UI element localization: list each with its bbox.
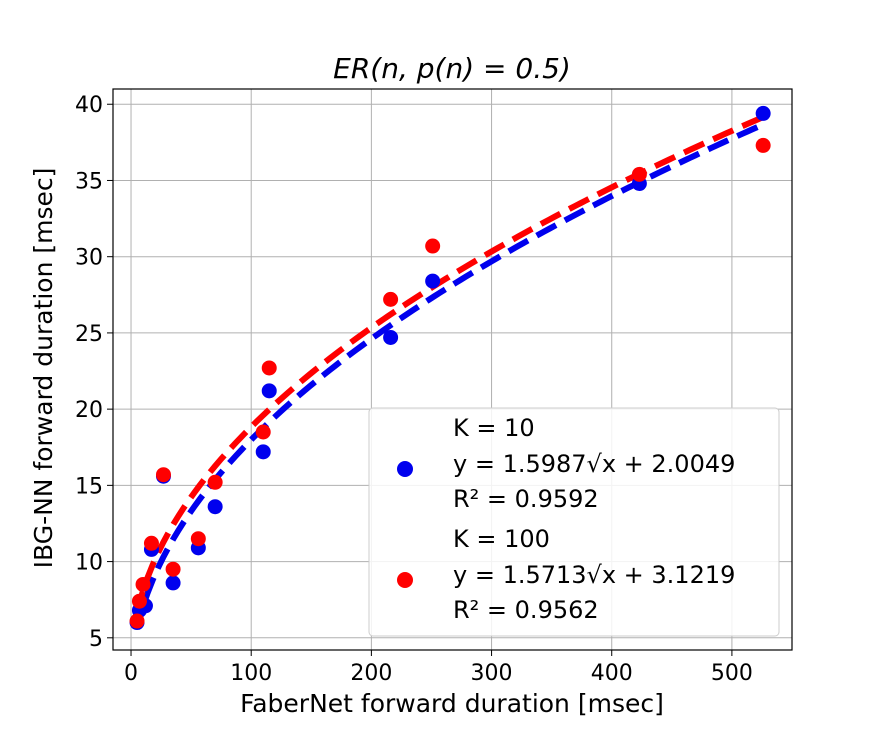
x-tick-label: 500 bbox=[711, 661, 753, 686]
axis-ticks: 0 100 200 300 400 500 5 10 15 20 25 30 35 40 bbox=[75, 93, 753, 686]
legend-label-k10: K = 10 bbox=[453, 414, 535, 442]
legend-marker-k10 bbox=[397, 461, 413, 477]
y-tick-label: 25 bbox=[75, 322, 103, 347]
data-point-series-0 bbox=[425, 273, 441, 289]
y-tick-label: 20 bbox=[75, 398, 103, 423]
fit-curve-series-1 bbox=[134, 114, 765, 614]
legend-r2-k100: R² = 0.9562 bbox=[453, 596, 599, 624]
y-axis-label: IBG-NN forward duration [msec] bbox=[29, 168, 58, 569]
data-point-series-1 bbox=[755, 137, 771, 153]
data-point-series-1 bbox=[131, 593, 147, 609]
data-point-series-1 bbox=[425, 238, 441, 254]
data-point-series-0 bbox=[755, 105, 771, 121]
data-point-series-1 bbox=[190, 531, 206, 547]
y-tick-label: 10 bbox=[75, 551, 103, 576]
data-point-series-1 bbox=[261, 360, 277, 376]
y-tick-label: 15 bbox=[75, 474, 103, 499]
fit-curves bbox=[134, 114, 765, 630]
data-point-series-1 bbox=[165, 561, 181, 577]
y-tick-label: 5 bbox=[89, 627, 103, 652]
data-point-series-1 bbox=[143, 535, 159, 551]
data-point-series-1 bbox=[135, 576, 151, 592]
x-tick-label: 0 bbox=[124, 661, 138, 686]
data-point-series-0 bbox=[383, 329, 399, 345]
chart-title: ER(n, p(n) = 0.5) bbox=[333, 52, 571, 85]
data-point-series-1 bbox=[383, 291, 399, 307]
plot-frame bbox=[112, 88, 793, 651]
data-point-series-1 bbox=[129, 613, 145, 629]
data-point-series-0 bbox=[207, 499, 223, 515]
x-tick-label: 400 bbox=[591, 661, 633, 686]
data-point-series-0 bbox=[261, 383, 277, 399]
x-tick-label: 200 bbox=[350, 661, 392, 686]
data-point-series-0 bbox=[165, 575, 181, 591]
legend-fit-k100: y = 1.5713√x + 3.1219 bbox=[453, 561, 735, 589]
data-point-series-1 bbox=[255, 424, 271, 440]
data-points bbox=[129, 105, 771, 631]
legend-marker-k100 bbox=[397, 572, 413, 588]
y-tick-label: 35 bbox=[75, 169, 103, 194]
legend-fit-k10: y = 1.5987√x + 2.0049 bbox=[453, 450, 735, 478]
data-point-series-1 bbox=[155, 467, 171, 483]
data-point-series-0 bbox=[255, 444, 271, 460]
y-tick-label: 40 bbox=[75, 93, 103, 118]
y-tick-label: 30 bbox=[75, 246, 103, 271]
data-point-series-1 bbox=[631, 166, 647, 182]
legend: K = 10 y = 1.5987√x + 2.0049 R² = 0.9592… bbox=[368, 407, 780, 637]
legend-box bbox=[368, 407, 780, 637]
data-point-series-1 bbox=[207, 474, 223, 490]
legend-label-k100: K = 100 bbox=[453, 525, 550, 553]
x-tick-label: 300 bbox=[471, 661, 513, 686]
legend-r2-k10: R² = 0.9592 bbox=[453, 485, 599, 513]
x-axis-label: FaberNet forward duration [msec] bbox=[240, 689, 664, 718]
x-tick-label: 100 bbox=[230, 661, 272, 686]
fit-curve-series-0 bbox=[134, 121, 765, 630]
